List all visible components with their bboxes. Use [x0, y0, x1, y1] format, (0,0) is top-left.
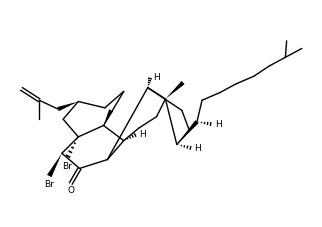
Text: H: H: [139, 130, 146, 139]
Text: H: H: [194, 144, 201, 153]
Text: H: H: [153, 73, 159, 82]
Text: O: O: [67, 186, 74, 195]
Polygon shape: [57, 101, 78, 111]
Text: H: H: [215, 120, 222, 129]
Polygon shape: [104, 109, 113, 126]
Text: Br: Br: [44, 180, 54, 189]
Text: Br: Br: [62, 162, 72, 171]
Polygon shape: [47, 153, 62, 177]
Polygon shape: [177, 120, 199, 144]
Polygon shape: [166, 81, 185, 99]
